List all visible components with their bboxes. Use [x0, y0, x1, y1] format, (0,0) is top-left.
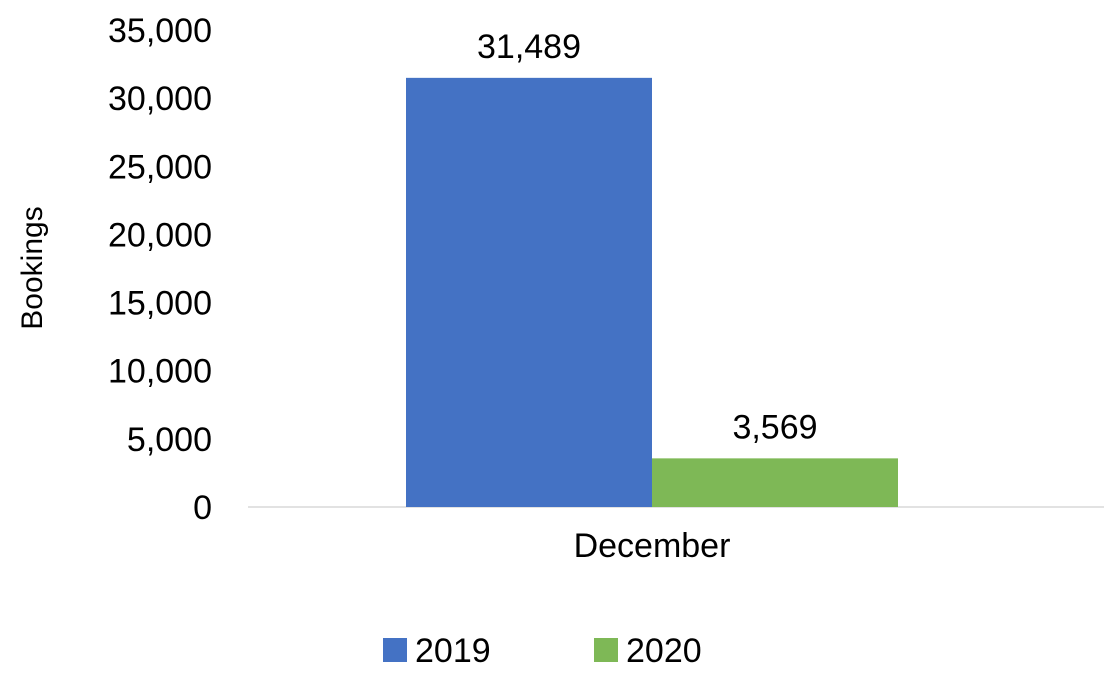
- y-axis-title: Bookings: [16, 206, 49, 329]
- data-labels: 31,489 3,569: [477, 28, 818, 447]
- y-tick-label: 0: [193, 489, 212, 527]
- y-tick-label: 20,000: [108, 216, 212, 254]
- y-tick-label: 5,000: [127, 421, 212, 459]
- data-label-2019: 31,489: [477, 28, 581, 66]
- y-tick-label: 25,000: [108, 148, 212, 186]
- legend: 2019 2020: [383, 632, 702, 670]
- bars: [406, 77, 898, 507]
- bar-2020: [652, 458, 898, 507]
- y-axis-ticks: 0 5,000 10,000 15,000 20,000 25,000 30,000 35,0…: [108, 12, 212, 527]
- y-tick-label: 10,000: [108, 353, 212, 391]
- y-tick-label: 15,000: [108, 285, 212, 323]
- data-label-2020: 3,569: [732, 408, 817, 446]
- y-tick-label: 30,000: [108, 80, 212, 118]
- category-label: December: [574, 527, 731, 565]
- legend-swatch-2019: [383, 638, 407, 662]
- legend-label-2020: 2020: [626, 632, 702, 670]
- category-labels: December: [574, 527, 731, 565]
- legend-swatch-2020: [594, 638, 618, 662]
- y-tick-label: 35,000: [108, 12, 212, 50]
- legend-label-2019: 2019: [415, 632, 491, 670]
- bar-2019: [406, 77, 652, 507]
